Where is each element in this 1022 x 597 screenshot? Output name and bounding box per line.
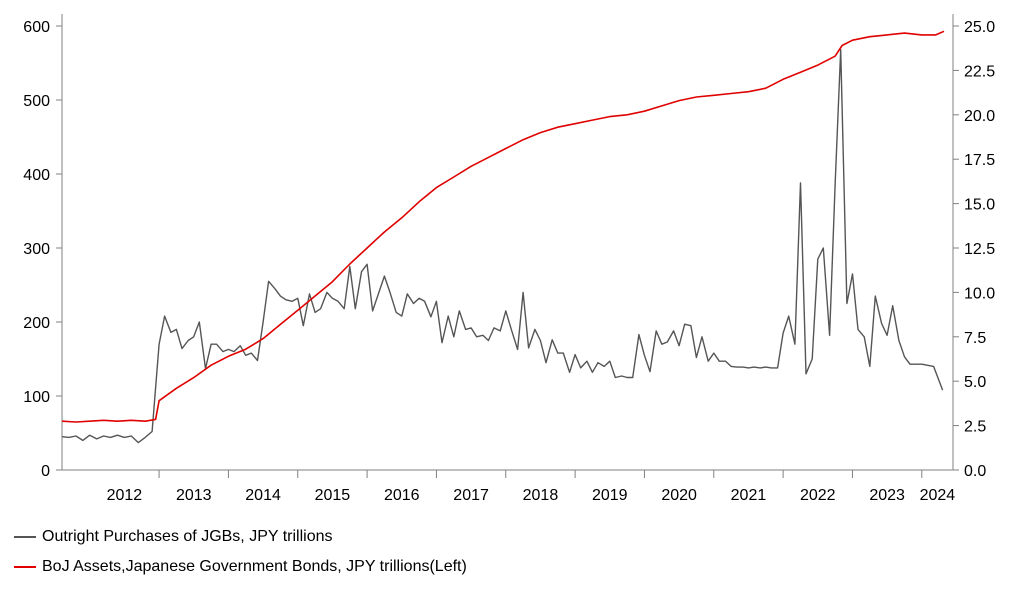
right-tick-label: 20.0 — [964, 108, 995, 125]
right-tick-label: 17.5 — [964, 152, 995, 169]
right-tick-label: 12.5 — [964, 241, 995, 258]
x-tick-label: 2015 — [315, 487, 351, 504]
x-tick-label: 2013 — [176, 487, 212, 504]
x-tick-label: 2020 — [661, 487, 697, 504]
x-tick-label: 2019 — [592, 487, 628, 504]
legend: Outright Purchases of JGBs, JPY trillion… — [14, 522, 467, 582]
legend-label-outright-purchases: Outright Purchases of JGBs, JPY trillion… — [42, 528, 333, 545]
left-tick-label: 0 — [41, 463, 50, 480]
x-tick-label: 2021 — [731, 487, 767, 504]
left-tick-label: 400 — [23, 167, 50, 184]
left-tick-label: 200 — [23, 315, 50, 332]
legend-item-outright-purchases: Outright Purchases of JGBs, JPY trillion… — [14, 522, 467, 552]
right-tick-label: 15.0 — [964, 197, 995, 214]
right-tick-label: 25.0 — [964, 19, 995, 36]
x-tick-label: 2017 — [453, 487, 489, 504]
x-tick-label: 2022 — [800, 487, 836, 504]
axes-layer — [56, 14, 959, 478]
legend-swatch-boj-assets — [14, 566, 36, 568]
series-layer — [61, 30, 945, 444]
legend-label-boj-assets: BoJ Assets,Japanese Government Bonds, JP… — [42, 558, 467, 575]
legend-swatch-outright-purchases — [14, 536, 36, 538]
left-tick-label: 600 — [23, 19, 50, 36]
series-line-outright-purchases — [61, 49, 944, 444]
x-tick-label: 2012 — [107, 487, 143, 504]
right-tick-label: 22.5 — [964, 63, 995, 80]
x-tick-label: 2018 — [523, 487, 559, 504]
right-tick-label: 2.5 — [964, 419, 986, 436]
right-tick-label: 7.5 — [964, 330, 986, 347]
right-tick-label: 0.0 — [964, 463, 986, 480]
right-tick-label: 10.0 — [964, 285, 995, 302]
right-tick-label: 5.0 — [964, 374, 986, 391]
left-tick-label: 300 — [23, 241, 50, 258]
series-line-boj-assets — [61, 30, 945, 423]
x-tick-label: 2014 — [245, 487, 281, 504]
left-tick-label: 100 — [23, 389, 50, 406]
tick-label-layer: 0 100 200 300 400 500 600 0.0 2.5 5.0 7.5 10.0 12.5 1… — [23, 19, 995, 504]
legend-item-boj-assets: BoJ Assets,Japanese Government Bonds, JP… — [14, 552, 467, 582]
x-tick-label: 2023 — [869, 487, 905, 504]
x-tick-label: 2016 — [384, 487, 420, 504]
x-tick-label: 2024 — [920, 487, 956, 504]
left-tick-label: 500 — [23, 93, 50, 110]
